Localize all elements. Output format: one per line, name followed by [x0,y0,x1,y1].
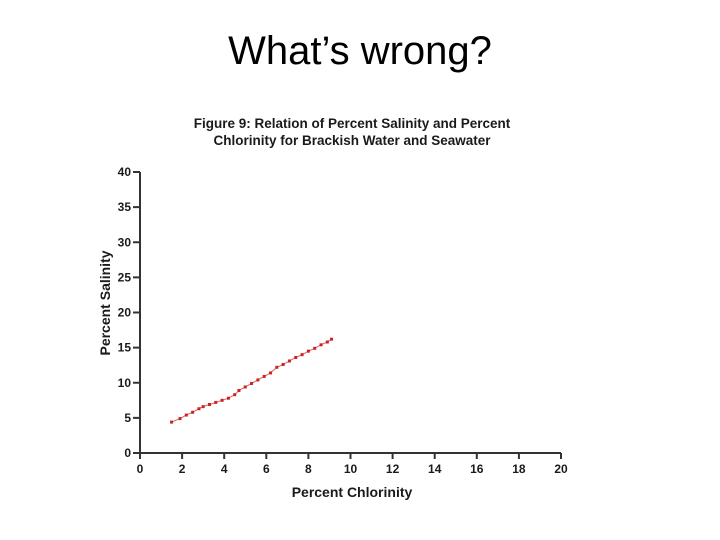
data-point [262,374,266,378]
data-point [330,337,334,341]
data-point [319,343,323,347]
chart-subtitle: Chlorinity for Brackish Water and Seawat… [213,133,491,148]
data-point [294,355,298,359]
data-point [250,381,254,385]
x-tick-label: 0 [137,462,144,476]
x-tick-label: 18 [512,462,526,476]
y-axis-label: Percent Salinity [97,250,113,355]
y-tick-label: 25 [118,270,132,284]
y-tick-label: 10 [118,376,132,390]
y-tick-label: 5 [124,411,131,425]
data-point [325,340,329,344]
y-tick-label: 15 [118,341,132,355]
x-tick-label: 16 [470,462,484,476]
data-point [220,398,224,402]
x-tick-label: 14 [428,462,442,476]
x-tick-label: 20 [554,462,568,476]
slide-title: What’s wrong? [228,29,492,73]
data-point [226,396,230,400]
data-points [170,337,334,424]
data-point [233,393,237,397]
data-point [191,410,195,414]
y-tick-label: 35 [118,200,132,214]
data-point [243,385,247,389]
chart-title: Figure 9: Relation of Percent Salinity a… [194,116,511,131]
data-point [256,378,260,382]
data-point [306,349,310,353]
data-point [170,420,174,424]
x-tick-label: 6 [263,462,270,476]
axes [139,172,561,454]
data-point [178,417,182,421]
data-point [275,365,279,369]
data-point [197,407,201,411]
y-tick-label: 30 [118,235,132,249]
data-point [269,371,273,375]
x-tick-label: 8 [305,462,312,476]
data-point [201,405,205,409]
x-tick-label: 12 [386,462,400,476]
data-point [287,359,291,363]
y-tick-label: 20 [118,306,132,320]
data-point [281,362,285,366]
data-point [313,346,317,350]
x-axis-label: Percent Chlorinity [292,484,413,500]
x-tick-label: 10 [344,462,358,476]
x-tick-label: 4 [221,462,228,476]
y-tick-label: 40 [118,165,132,179]
data-point [300,353,304,357]
data-point [207,403,211,407]
ticks: 0 5 10 15 20 25 30 35 40 0 2 4 6 8 10 12 14 16 18 20 [118,165,568,476]
data-point [237,388,241,392]
y-tick-label: 0 [124,446,131,460]
data-point [184,413,188,417]
data-point [214,400,218,404]
x-tick-label: 2 [179,462,186,476]
